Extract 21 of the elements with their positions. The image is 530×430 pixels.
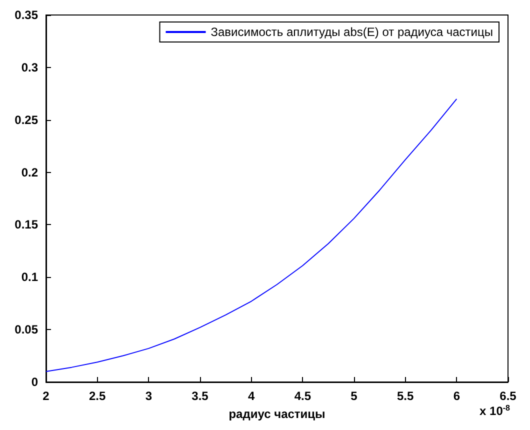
legend-label: Зависимость аплитуды abs(E) от радиуса частицы [210,25,494,39]
x-tick-label: 2.5 [88,389,106,403]
y-tick-label: 0.1 [21,270,38,284]
y-tick-label: 0.15 [14,218,38,232]
x-tick-label: 4 [248,389,255,403]
y-tick-label: 0.3 [21,60,38,74]
x-tick-label: 5 [350,389,358,403]
x-tick-label: 4.5 [294,389,312,403]
x-tick-label: 3 [145,389,152,403]
y-tick-label: 0.35 [14,8,38,22]
y-tick-label: 0.25 [14,112,38,127]
line-series [46,98,458,372]
x-axis-title: радиус частицы [228,407,326,421]
x-tick-label: 2 [42,389,50,403]
x-tick-label: 6 [453,389,460,403]
x-tick-label: 6.5 [500,389,517,403]
y-tick-label: 0 [31,375,38,389]
x-tick-label: 3.5 [192,389,209,403]
x-tick-label: 5.5 [396,389,414,403]
y-tick-label: 0.05 [14,322,38,337]
y-tick-label: 0.2 [21,165,38,180]
